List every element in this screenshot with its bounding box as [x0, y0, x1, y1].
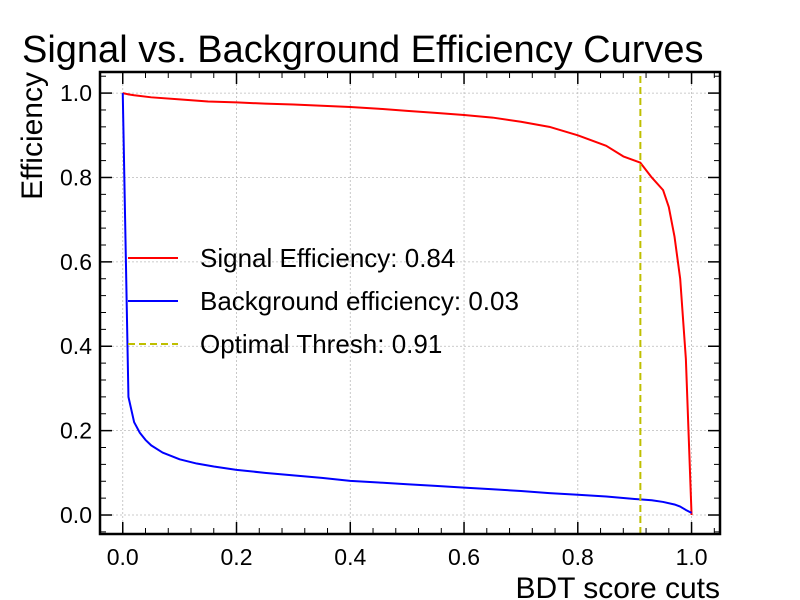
x-tick-label: 0.6: [448, 544, 480, 570]
y-tick-label: 0.8: [60, 164, 92, 190]
series-line-1: [121, 93, 693, 514]
grid: [100, 72, 720, 534]
x-axis-label: BDT score cuts: [515, 572, 720, 600]
legend-label-0: Signal Efficiency: 0.84: [200, 243, 455, 273]
y-tick-label: 1.0: [60, 80, 92, 106]
legend-label-1: Background efficiency: 0.03: [200, 286, 519, 316]
x-tick-label: 0.0: [107, 544, 139, 570]
legend-label-2: Optimal Thresh: 0.91: [200, 329, 442, 359]
ticks: 0.0 0.2 0.4 0.6 0.8 1.0 0.0 0.2 0.4 0.6 0.8 1.0: [60, 72, 720, 570]
y-tick-label: 0.2: [60, 418, 92, 444]
y-axis-label: Efficiency: [16, 72, 49, 200]
series-line-0: [122, 92, 693, 516]
x-tick-label: 0.2: [221, 544, 253, 570]
y-tick-label: 0.0: [60, 502, 92, 528]
legend: Signal Efficiency: 0.84 Background effici…: [128, 243, 519, 359]
chart-title: Signal vs. Background Efficiency Curves: [22, 29, 704, 71]
y-tick-label: 0.4: [60, 333, 92, 359]
plot-frame: [98, 70, 722, 536]
series-layer: [121, 72, 693, 534]
x-tick-label: 1.0: [676, 544, 708, 570]
y-tick-label: 0.6: [60, 249, 92, 275]
x-tick-label: 0.8: [562, 544, 594, 570]
x-tick-label: 0.4: [334, 544, 366, 570]
